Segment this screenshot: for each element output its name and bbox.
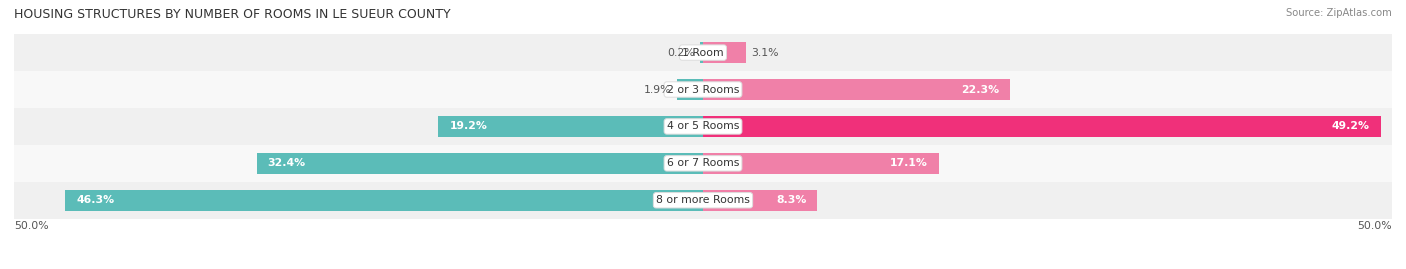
Bar: [14, 34, 1392, 71]
Bar: [703, 190, 817, 211]
Text: 1 Room: 1 Room: [682, 48, 724, 58]
Text: Source: ZipAtlas.com: Source: ZipAtlas.com: [1286, 8, 1392, 18]
Bar: [676, 79, 703, 100]
Bar: [256, 153, 703, 174]
Text: 2 or 3 Rooms: 2 or 3 Rooms: [666, 84, 740, 94]
Text: 0.2%: 0.2%: [666, 48, 695, 58]
Text: 46.3%: 46.3%: [76, 195, 114, 205]
Bar: [703, 116, 1381, 137]
Text: 50.0%: 50.0%: [1357, 221, 1392, 231]
Text: 50.0%: 50.0%: [14, 221, 49, 231]
Text: 8 or more Rooms: 8 or more Rooms: [657, 195, 749, 205]
Text: 32.4%: 32.4%: [267, 158, 305, 168]
Text: 6 or 7 Rooms: 6 or 7 Rooms: [666, 158, 740, 168]
Bar: [703, 153, 939, 174]
Bar: [65, 190, 703, 211]
Bar: [14, 145, 1392, 182]
Text: 4 or 5 Rooms: 4 or 5 Rooms: [666, 121, 740, 132]
Bar: [700, 42, 703, 63]
Bar: [14, 71, 1392, 108]
Text: 3.1%: 3.1%: [751, 48, 779, 58]
Bar: [439, 116, 703, 137]
Text: 49.2%: 49.2%: [1331, 121, 1369, 132]
Text: 8.3%: 8.3%: [776, 195, 807, 205]
Bar: [14, 182, 1392, 219]
Bar: [703, 42, 745, 63]
Text: 19.2%: 19.2%: [450, 121, 488, 132]
Text: 22.3%: 22.3%: [962, 84, 1000, 94]
Bar: [703, 79, 1011, 100]
Text: 1.9%: 1.9%: [644, 84, 671, 94]
Text: HOUSING STRUCTURES BY NUMBER OF ROOMS IN LE SUEUR COUNTY: HOUSING STRUCTURES BY NUMBER OF ROOMS IN…: [14, 8, 451, 21]
Text: 17.1%: 17.1%: [890, 158, 928, 168]
Bar: [14, 108, 1392, 145]
